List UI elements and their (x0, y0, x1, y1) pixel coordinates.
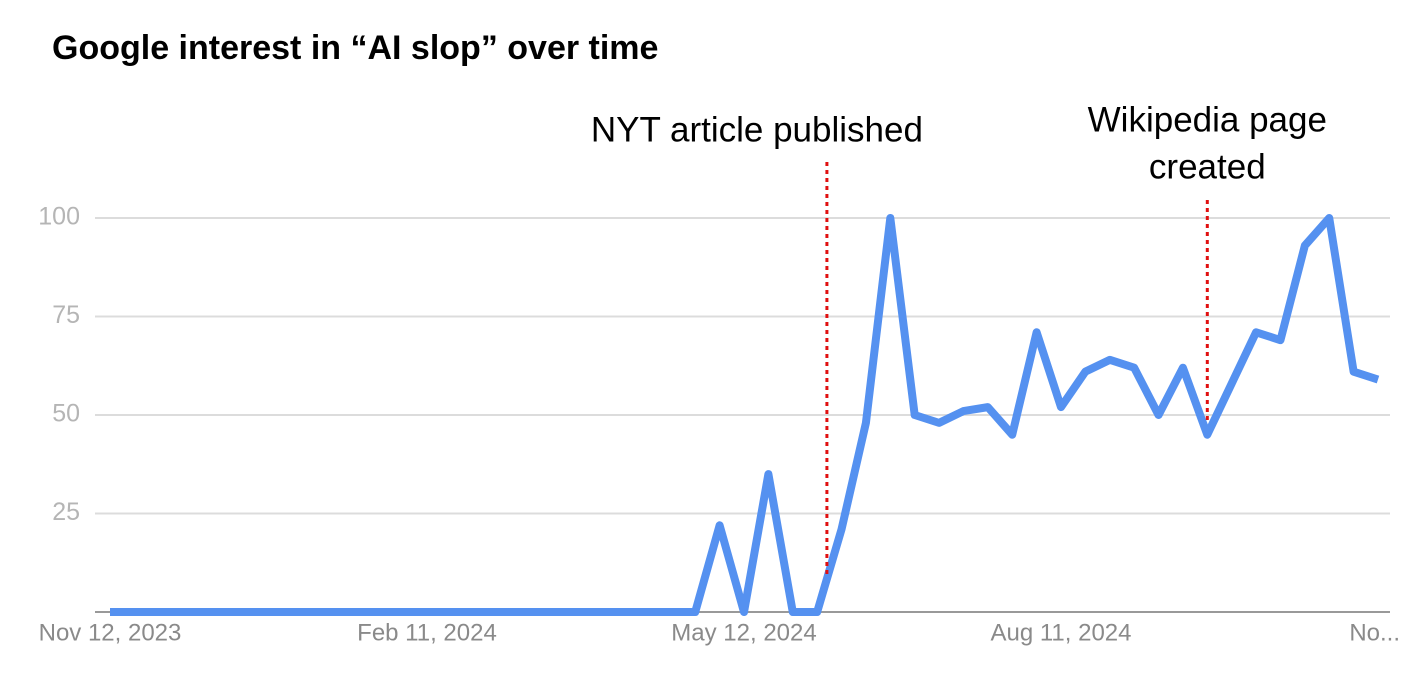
x-tick-label: May 12, 2024 (671, 619, 816, 646)
x-tick-label: Nov 12, 2023 (39, 619, 182, 646)
y-tick-label: 50 (52, 400, 80, 428)
x-tick-label: Feb 11, 2024 (357, 619, 497, 646)
data-line (110, 214, 1380, 616)
annotation-text: NYT article published (591, 110, 923, 149)
x-tick-label: Aug 11, 2024 (990, 619, 1131, 646)
annotation-text: created (1149, 147, 1266, 186)
x-tick-label: No... (1349, 619, 1400, 646)
y-tick-label: 25 (52, 498, 80, 526)
y-tick-label: 100 (38, 203, 80, 231)
y-tick-label: 75 (52, 301, 80, 329)
annotation-text: Wikipedia page (1088, 100, 1327, 139)
chart-title: Google interest in “AI slop” over time (52, 29, 658, 67)
